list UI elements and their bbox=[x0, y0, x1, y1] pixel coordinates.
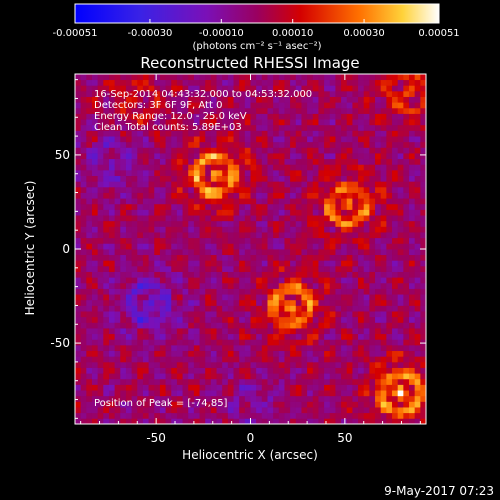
colorbar bbox=[74, 3, 440, 24]
y-tick-label: 50 bbox=[55, 148, 70, 162]
colorbar-units: (photons cm⁻² s⁻¹ asec⁻²) bbox=[192, 41, 321, 52]
annotation-energy: Energy Range: 12.0 - 25.0 keV bbox=[94, 111, 247, 122]
colorbar-tick-label: -0.00010 bbox=[199, 28, 244, 39]
heatmap-pixels bbox=[75, 74, 426, 424]
y-axis-label: Heliocentric Y (arcsec) bbox=[23, 181, 37, 316]
colorbar-tick-label: -0.00051 bbox=[53, 28, 98, 39]
annotation-time: 16-Sep-2014 04:43:32.000 to 04:53:32.000 bbox=[94, 89, 313, 100]
colorbar-tick-label: 0.00051 bbox=[418, 28, 459, 39]
peak-position-label: Position of Peak = [-74,85] bbox=[94, 398, 228, 409]
chart-title: Reconstructed RHESSI Image bbox=[140, 54, 359, 72]
colorbar-ticks: -0.00051 -0.00030 -0.00010 0.00010 0.00030 0.… bbox=[53, 19, 460, 39]
y-tick-label: -50 bbox=[50, 336, 70, 350]
x-tick-label: -50 bbox=[146, 431, 166, 445]
annotation-counts: Clean Total counts: 5.89E+03 bbox=[94, 122, 242, 133]
colorbar-tick-label: -0.00030 bbox=[127, 28, 172, 39]
x-tick-label: 0 bbox=[247, 431, 255, 445]
footer-date: 9-May-2017 07:23 bbox=[384, 484, 494, 498]
axis-ticks: -50 0 50 -50 0 50 bbox=[50, 74, 426, 445]
colorbar-tick-label: 0.00030 bbox=[343, 28, 384, 39]
annotation-detectors: Detectors: 3F 6F 9F, Att 0 bbox=[94, 100, 223, 111]
colorbar-tick-label: 0.00010 bbox=[272, 28, 313, 39]
y-tick-label: 0 bbox=[62, 242, 70, 256]
x-tick-label: 50 bbox=[337, 431, 352, 445]
x-axis-label: Heliocentric X (arcsec) bbox=[182, 448, 318, 462]
